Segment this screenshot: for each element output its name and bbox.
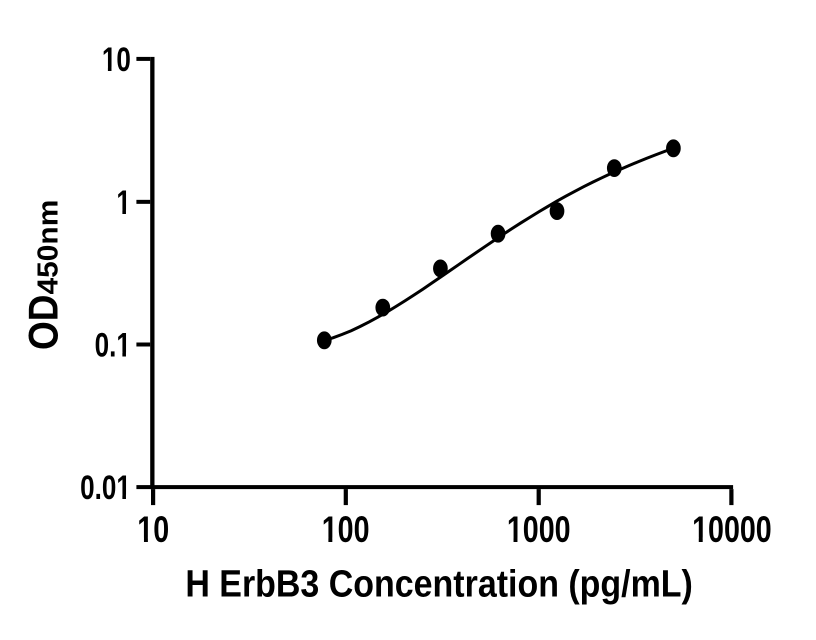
svg-text:1000: 1000 bbox=[507, 510, 571, 551]
svg-text:10: 10 bbox=[137, 510, 169, 551]
svg-text:450nm: 450nm bbox=[33, 200, 64, 295]
svg-text:0.1: 0.1 bbox=[95, 326, 131, 364]
svg-text:100: 100 bbox=[322, 510, 370, 551]
svg-text:10000: 10000 bbox=[692, 510, 772, 551]
svg-text:10: 10 bbox=[102, 40, 131, 78]
svg-text:H ErbB3 Concentration (pg/mL): H ErbB3 Concentration (pg/mL) bbox=[185, 562, 693, 605]
svg-text:0.01: 0.01 bbox=[80, 468, 131, 506]
svg-text:OD: OD bbox=[21, 294, 67, 350]
svg-text:1: 1 bbox=[116, 183, 130, 221]
